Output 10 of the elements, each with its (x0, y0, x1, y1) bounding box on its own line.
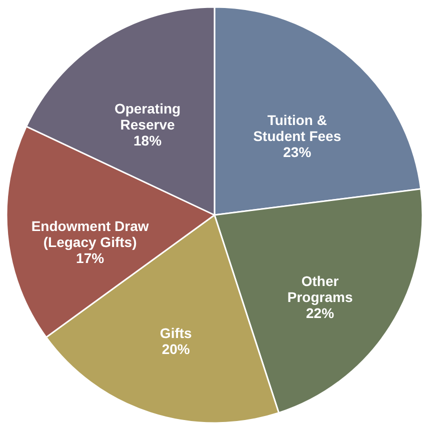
slice-label: Other Programs (287, 272, 353, 305)
data-label: 23% (283, 144, 312, 160)
data-label: 17% (76, 250, 105, 266)
data-label: 18% (134, 132, 162, 148)
data-label: 20% (162, 340, 190, 357)
slice-label: Tuition & Student Fees (253, 112, 342, 144)
slice-label: Endowment Draw (Legacy Gifts) (31, 218, 149, 250)
slice-label: Gifts (160, 324, 192, 341)
data-label: 22% (306, 304, 335, 321)
slice-label: Operating Reserve (114, 100, 181, 132)
